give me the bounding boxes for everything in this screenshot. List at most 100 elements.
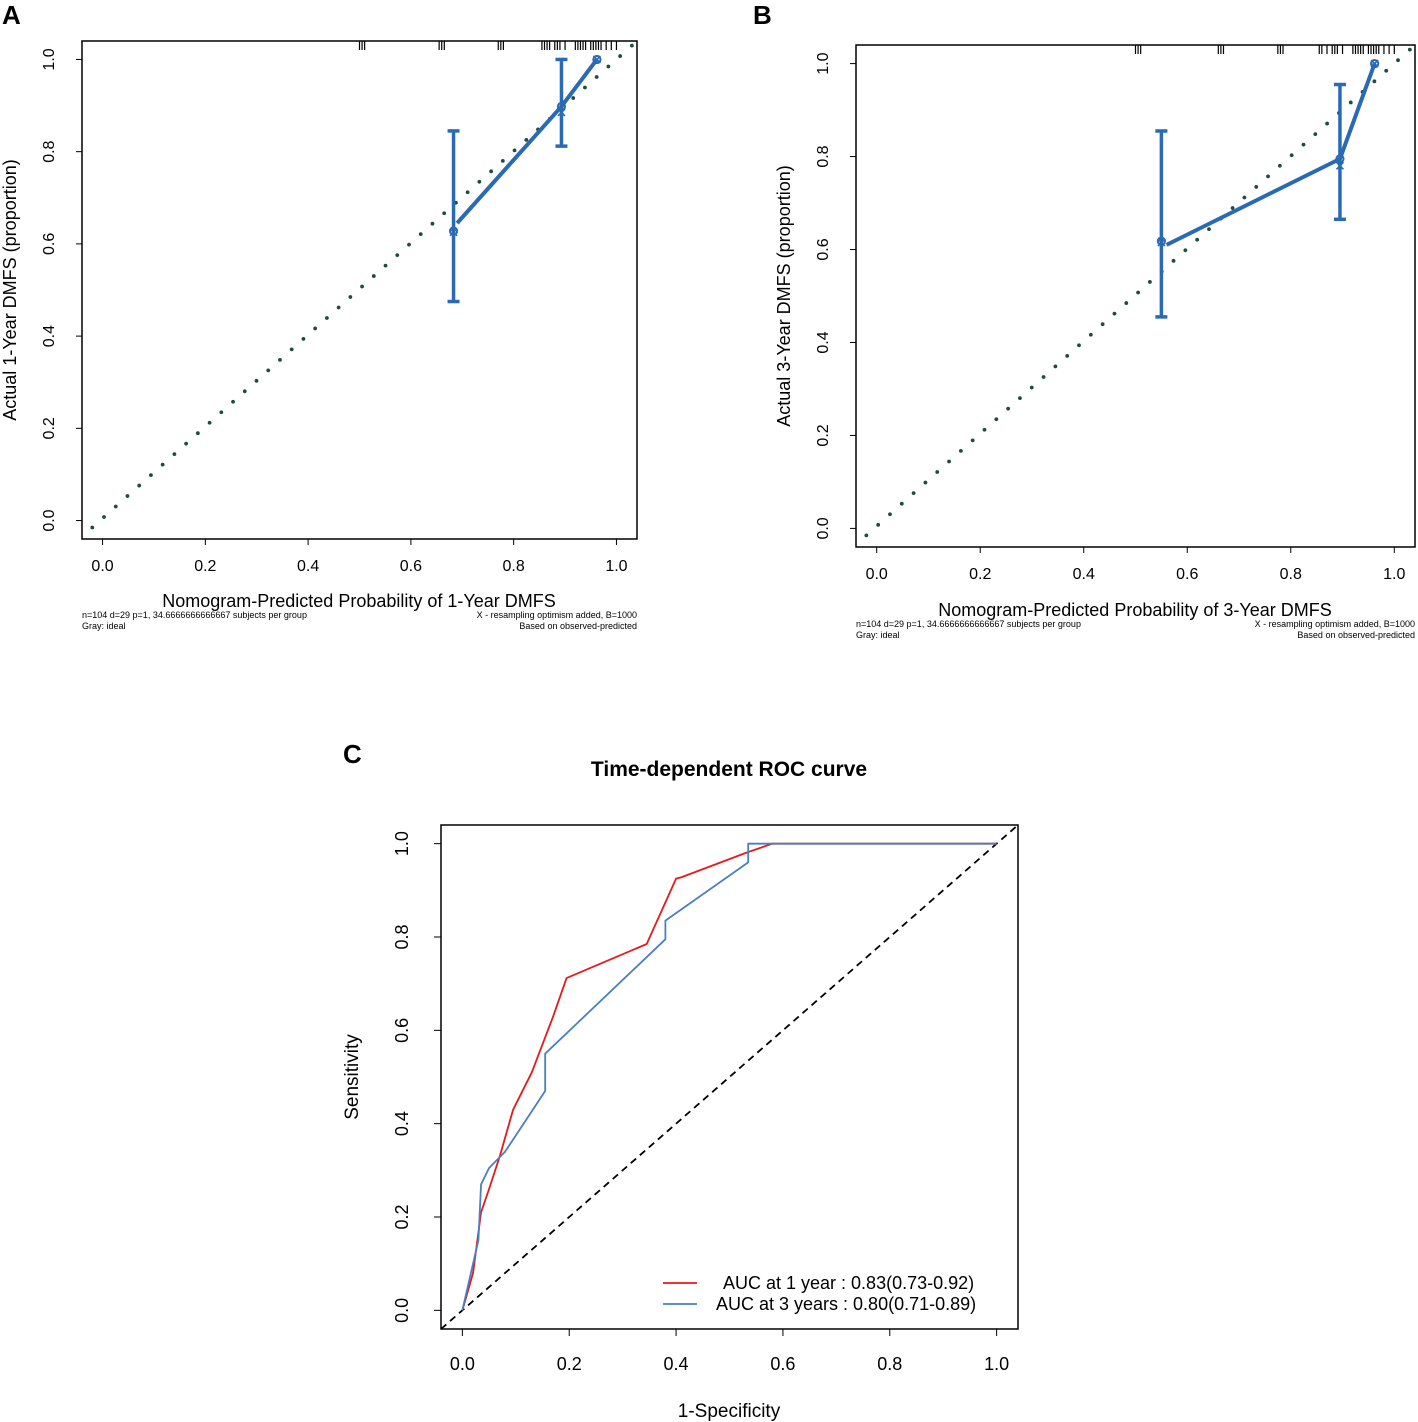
x-tick-label: 0.2 [194,558,216,575]
ideal-dot [1100,322,1105,327]
observed-point [592,54,602,65]
plot-frame [855,44,1416,548]
x-tick-label: 0.8 [877,1354,902,1374]
ideal-dot [90,525,95,530]
ideal-dot [958,449,963,453]
axis-ticks: 0.0 0.0 0.2 0.2 0.4 0.4 0.6 0.6 0.8 0.8 1.0 1.0 [815,52,1406,583]
ideal-line [864,47,1412,538]
panel-letter-c: C [343,739,362,769]
ideal-dot [324,316,329,320]
rug-marks [358,41,618,50]
ideal-dot [336,305,341,310]
ideal-dot [1041,375,1046,379]
y-axis-title: Actual 1-Year DMFS (proportion) [0,159,20,420]
ideal-dot [137,483,142,488]
axis-ticks: 0.0 0.0 0.2 0.2 0.4 0.4 0.6 0.6 0.8 0.8 1.0 1.0 [41,48,628,575]
ideal-dot [1171,258,1176,263]
ideal-dot [395,253,400,258]
observed-point [448,226,459,236]
ideal-dot [1407,47,1412,52]
x-axis-title: Nomogram-Predicted Probability of 1-Year… [162,591,556,611]
x-tick-label: 0.0 [450,1354,475,1374]
ideal-dot [864,533,869,538]
ideal-dot [512,148,517,153]
ideal-dot [195,431,200,436]
corrected-point [557,108,566,117]
x-tick-label: 1.0 [605,558,627,575]
ideal-dot [1077,343,1081,348]
y-tick-label: 0.8 [392,924,412,949]
ideal-dot [1124,301,1129,305]
ideal-dot [207,420,212,425]
note-right-1: X - resampling optimism added, B=1000 [1255,619,1415,629]
observed-point [1335,154,1345,164]
calibration-series [447,54,602,304]
ideal-dot [160,462,165,467]
ideal-dot [1088,332,1093,337]
ideal-dot [465,190,470,195]
y-tick-label: 1.0 [41,48,58,70]
ideal-dot [923,480,928,485]
ideal-dot [1183,248,1188,253]
x-tick-label: 0.4 [664,1354,689,1374]
y-tick-label: 0.2 [41,417,58,439]
ideal-dot [571,96,576,100]
ideal-dot [489,169,494,174]
ideal-dot [313,326,318,331]
ideal-dot [360,284,364,289]
note-left-2: Gray: ideal [856,630,900,640]
corrected-point [592,55,601,64]
y-tick-label: 1.0 [392,831,412,856]
y-tick-label: 0.2 [815,424,832,446]
roc-plot: Time-dependent ROC curve 0.0 0.0 0.2 0.2 0.4… [342,758,1019,1422]
ideal-dot [947,459,951,464]
ideal-dot [242,389,247,394]
ideal-dot [149,473,153,477]
ideal-dot [254,378,259,383]
ideal-dot [1148,280,1152,284]
ideal-dot [1289,153,1294,158]
note-left-2: Gray: ideal [82,621,126,631]
ideal-dot [477,179,482,184]
ideal-dot [1065,353,1070,358]
y-axis-title: Actual 3-Year DMFS (proportion) [774,165,794,426]
rug-marks [1134,45,1395,54]
ideal-dot [1396,58,1400,63]
x-tick-label: 0.2 [969,566,991,583]
ideal-dot [606,64,611,69]
x-axis-title: 1-Specificity [678,1401,781,1422]
observed-point [1370,58,1380,69]
legend-label: AUC at 1 year : 0.83(0.73-0.92) [723,1273,974,1293]
observed-point [1156,236,1166,246]
corrected-point [449,228,458,237]
ideal-dot [1325,121,1330,126]
ideal-dot [1384,68,1389,73]
ideal-dot [231,399,235,404]
ideal-dot [219,410,224,415]
y-tick-label: 0.6 [41,233,58,255]
y-tick-label: 0.6 [815,238,832,260]
ideal-dot [935,470,940,474]
x-tick-label: 0.4 [297,558,319,575]
panel-letter-a: A [2,0,21,30]
x-tick-label: 0.0 [866,566,888,583]
ideal-dot [371,274,376,278]
ideal-dot [172,452,177,457]
calibration-plot-3-year: 0.0 0.0 0.2 0.2 0.4 0.4 0.6 0.6 0.8 0.8 1.0 1.0 Nom… [774,44,1416,640]
ideal-dot [1372,79,1377,84]
ideal-dot [1266,174,1270,179]
y-tick-label: 0.6 [392,1018,412,1043]
roc-line-2 [461,842,997,1311]
ideal-dot [348,295,353,299]
x-tick-label: 0.6 [1176,566,1198,583]
ideal-dot [1254,185,1259,189]
ideal-dot [500,158,505,163]
x-tick-label: 0.8 [503,558,525,575]
ideal-dot [289,347,294,352]
y-tick-label: 0.8 [41,140,58,162]
ideal-dot [911,491,916,496]
y-tick-label: 0.4 [815,331,832,353]
ideal-dot [1136,290,1140,295]
ideal-dot [618,54,623,58]
